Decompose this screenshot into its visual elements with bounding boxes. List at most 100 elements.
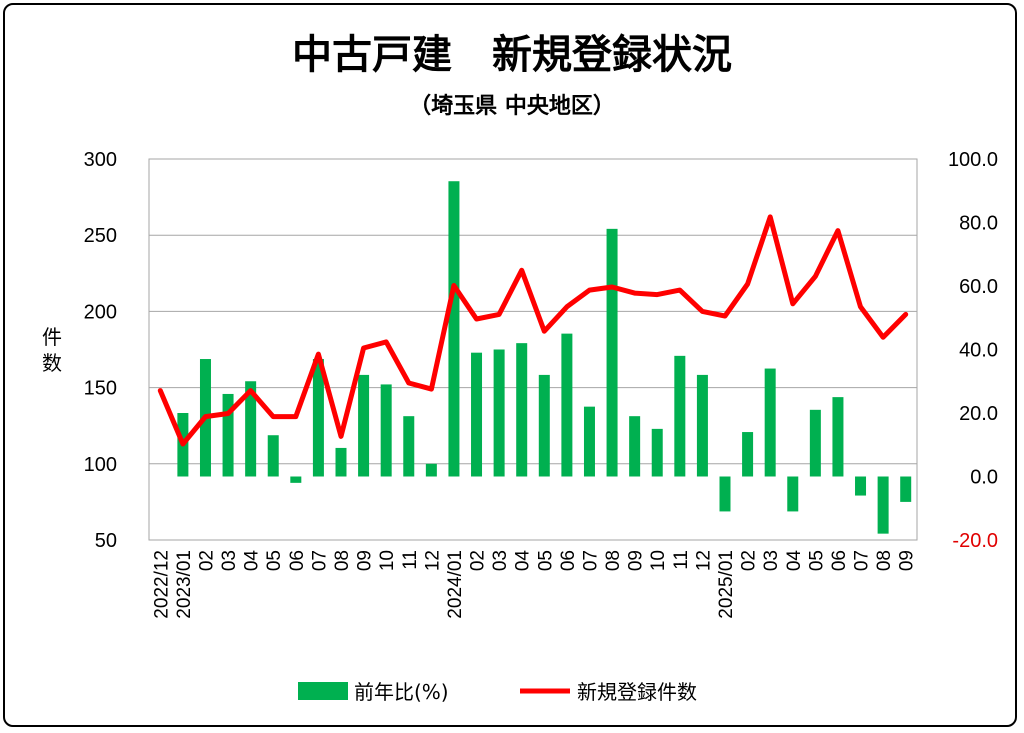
bar bbox=[538, 374, 550, 477]
plot-area bbox=[148, 158, 918, 541]
bar bbox=[674, 355, 686, 477]
legend-label-bar: 前年比(%) bbox=[354, 680, 449, 704]
line-point bbox=[611, 286, 614, 289]
line-point bbox=[588, 289, 591, 292]
right-tick-label: 40.0 bbox=[959, 340, 998, 362]
left-tick-label: 50 bbox=[95, 530, 117, 552]
bar bbox=[832, 397, 844, 477]
line-point bbox=[520, 269, 523, 272]
x-tick-label: 05 bbox=[535, 550, 556, 571]
bar bbox=[267, 435, 279, 477]
x-tick-label: 06 bbox=[558, 550, 579, 571]
line-point bbox=[565, 305, 568, 308]
x-tick-label: 06 bbox=[829, 550, 850, 571]
x-tick-label: 2023/01 bbox=[174, 550, 195, 619]
legend-swatch-bar bbox=[298, 682, 348, 700]
line-point bbox=[769, 215, 772, 218]
line-point bbox=[407, 382, 410, 385]
x-tick-label: 11 bbox=[671, 550, 692, 570]
right-axis-ticks: 100.0 80.0 60.0 40.0 20.0 0.0 -20.0 bbox=[948, 149, 998, 552]
right-tick-label: -20.0 bbox=[952, 530, 998, 552]
line-point bbox=[452, 284, 455, 287]
bar bbox=[855, 476, 867, 496]
x-tick-label: 02 bbox=[739, 550, 760, 571]
line-point bbox=[430, 388, 433, 391]
line-point bbox=[294, 415, 297, 418]
line-point bbox=[678, 289, 681, 292]
bar-series bbox=[177, 181, 912, 534]
left-tick-label: 200 bbox=[84, 301, 117, 323]
x-tick-label: 05 bbox=[806, 550, 827, 571]
x-tick-label: 09 bbox=[626, 550, 647, 571]
bar bbox=[696, 374, 708, 477]
bar bbox=[335, 447, 347, 477]
x-tick-label: 11 bbox=[400, 550, 421, 570]
line-point bbox=[701, 310, 704, 313]
line-point bbox=[543, 330, 546, 333]
bar bbox=[900, 476, 912, 502]
x-tick-label: 04 bbox=[513, 550, 534, 572]
bar bbox=[787, 476, 799, 512]
x-tick-label: 10 bbox=[648, 550, 669, 571]
bar bbox=[471, 352, 483, 477]
chart-frame bbox=[3, 3, 1017, 727]
x-tick-label: 12 bbox=[693, 550, 714, 571]
line-point bbox=[159, 389, 162, 392]
x-tick-label: 12 bbox=[422, 550, 443, 571]
bar bbox=[403, 416, 415, 477]
right-tick-label: 0.0 bbox=[970, 467, 998, 489]
legend: 前年比(%) 新規登録件数 bbox=[298, 680, 697, 704]
bar bbox=[606, 228, 618, 477]
line-point bbox=[249, 389, 252, 392]
bar bbox=[651, 428, 663, 477]
line-point bbox=[656, 293, 659, 296]
x-tick-label: 02 bbox=[468, 550, 489, 571]
bar bbox=[425, 463, 437, 477]
left-axis-label-char: 数 bbox=[42, 351, 62, 375]
line-point bbox=[791, 302, 794, 305]
x-tick-label: 2022/12 bbox=[151, 550, 172, 619]
line-point bbox=[814, 275, 817, 278]
bar bbox=[448, 181, 460, 477]
bar bbox=[877, 476, 889, 534]
x-tick-label: 2025/01 bbox=[716, 550, 737, 619]
x-tick-label: 04 bbox=[242, 550, 263, 572]
x-tick-label: 07 bbox=[581, 550, 602, 571]
x-tick-label: 03 bbox=[219, 550, 240, 571]
line-point bbox=[746, 282, 749, 285]
x-tick-label: 03 bbox=[761, 550, 782, 571]
line-point bbox=[385, 340, 388, 343]
x-tick-label: 09 bbox=[897, 550, 918, 571]
line-series bbox=[157, 214, 909, 447]
line-point bbox=[859, 305, 862, 308]
left-axis-label: 件数 bbox=[42, 325, 62, 375]
x-tick-label: 04 bbox=[784, 550, 805, 572]
bar bbox=[809, 409, 821, 477]
x-tick-label: 08 bbox=[603, 550, 624, 571]
x-tick-label: 08 bbox=[332, 550, 353, 571]
x-tick-label: 06 bbox=[287, 550, 308, 571]
left-axis-ticks: 300 250 200 150 100 50 bbox=[84, 149, 117, 552]
left-tick-label: 250 bbox=[84, 225, 117, 247]
chart-title: 中古戸建 新規登録状況 bbox=[292, 32, 732, 78]
bar bbox=[561, 333, 573, 477]
gridlines bbox=[149, 234, 917, 465]
bar bbox=[719, 476, 731, 512]
right-tick-label: 60.0 bbox=[959, 276, 998, 298]
left-axis-label-char: 件 bbox=[42, 325, 62, 349]
line-point bbox=[475, 318, 478, 321]
bar bbox=[742, 432, 754, 477]
bar bbox=[312, 359, 324, 477]
line-point bbox=[362, 346, 365, 349]
bar bbox=[222, 393, 234, 477]
x-tick-label: 08 bbox=[874, 550, 895, 571]
line-point bbox=[272, 415, 275, 418]
x-tick-label: 07 bbox=[309, 550, 330, 571]
line-path bbox=[157, 214, 909, 447]
right-tick-label: 100.0 bbox=[948, 149, 998, 171]
x-tick-label: 02 bbox=[197, 550, 218, 571]
x-tick-label: 05 bbox=[264, 550, 285, 571]
x-tick-label: 09 bbox=[355, 550, 376, 571]
bar bbox=[245, 381, 257, 477]
